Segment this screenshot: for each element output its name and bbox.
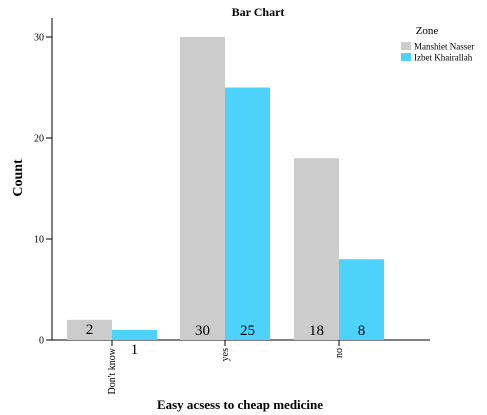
y-axis-title: Count bbox=[11, 159, 26, 197]
x-axis-ticks: Don't know yes no bbox=[107, 340, 345, 395]
legend-label: Manshiet Nasser bbox=[414, 42, 474, 52]
y-tick-label: 20 bbox=[34, 134, 44, 145]
y-tick-label: 30 bbox=[34, 33, 44, 44]
legend-label: Izbet Khairallah bbox=[414, 53, 473, 63]
bar-value-label: 2 bbox=[86, 322, 94, 338]
legend-swatch bbox=[401, 53, 411, 61]
y-tick-label: 10 bbox=[34, 235, 44, 246]
y-tick-label: 0 bbox=[39, 336, 44, 347]
x-tick-label: Don't know bbox=[107, 347, 118, 394]
bar-value-label: 18 bbox=[309, 323, 324, 339]
bar-manshiet-nasser bbox=[294, 158, 339, 340]
x-axis-title: Easy acsess to cheap medicine bbox=[157, 397, 323, 412]
bars-group: 2 1 30 25 18 8 bbox=[67, 37, 384, 358]
bar-izbet-khairallah bbox=[225, 87, 270, 340]
bar-manshiet-nasser bbox=[67, 319, 112, 340]
chart-title: Bar Chart bbox=[232, 5, 285, 19]
x-tick-label: no bbox=[334, 348, 345, 358]
bar-value-label: 25 bbox=[240, 323, 255, 339]
bar-izbet-khairallah bbox=[339, 259, 384, 340]
bar-izbet-khairallah bbox=[112, 329, 157, 340]
legend-title: Zone bbox=[416, 25, 439, 37]
y-axis-ticks: 0 10 20 30 bbox=[34, 33, 52, 347]
bar-manshiet-nasser bbox=[180, 37, 225, 340]
bar-value-label: 1 bbox=[131, 342, 139, 358]
bar-value-label: 8 bbox=[358, 323, 366, 339]
bar-value-label: 30 bbox=[195, 323, 210, 339]
legend-swatch bbox=[401, 42, 411, 50]
x-tick-label: yes bbox=[220, 348, 231, 361]
